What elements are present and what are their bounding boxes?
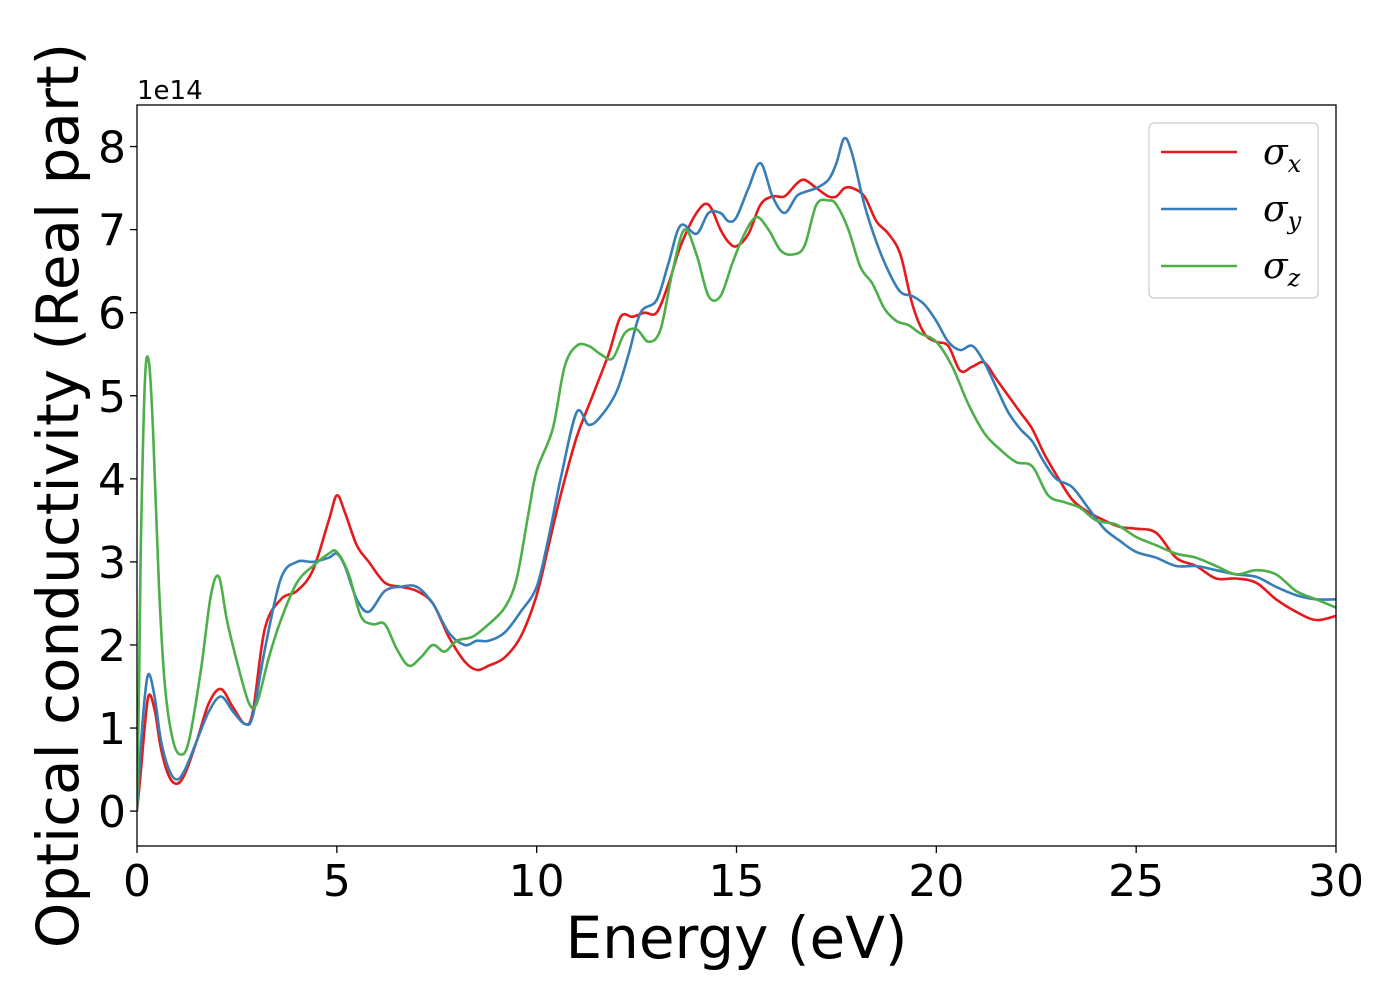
series-line-y — [137, 136, 1336, 812]
series-line-z — [137, 198, 1336, 812]
x-tick-label: 30 — [1308, 856, 1364, 907]
y-offset-label: 1e14 — [137, 76, 203, 106]
y-tick-label: 4 — [98, 455, 126, 506]
y-tick-label: 1 — [98, 704, 126, 755]
y-tick-label: 3 — [98, 538, 126, 589]
x-tick-label: 10 — [509, 856, 565, 907]
y-axis: 0 1 2 3 4 5 6 7 8 — [98, 123, 137, 838]
y-axis-title: Optical conductivity (Real part) — [24, 43, 92, 948]
x-tick-label: 0 — [123, 856, 151, 907]
y-tick-label: 5 — [98, 372, 126, 423]
y-tick-label: 7 — [98, 206, 126, 257]
y-tick-label: 0 — [98, 787, 126, 838]
x-tick-label: 25 — [1108, 856, 1164, 907]
y-tick-label: 6 — [98, 289, 126, 340]
y-tick-label: 2 — [98, 621, 126, 672]
x-tick-label: 20 — [908, 856, 964, 907]
legend-box — [1148, 122, 1319, 299]
series-line-x — [137, 178, 1336, 812]
x-axis-title: Energy (eV) — [565, 904, 907, 972]
x-tick-label: 15 — [709, 856, 765, 907]
x-tick-label: 5 — [323, 856, 351, 907]
y-tick-label: 8 — [98, 123, 126, 174]
series-lines — [137, 136, 1336, 812]
x-axis: 0 5 10 15 20 25 30 — [123, 846, 1364, 907]
